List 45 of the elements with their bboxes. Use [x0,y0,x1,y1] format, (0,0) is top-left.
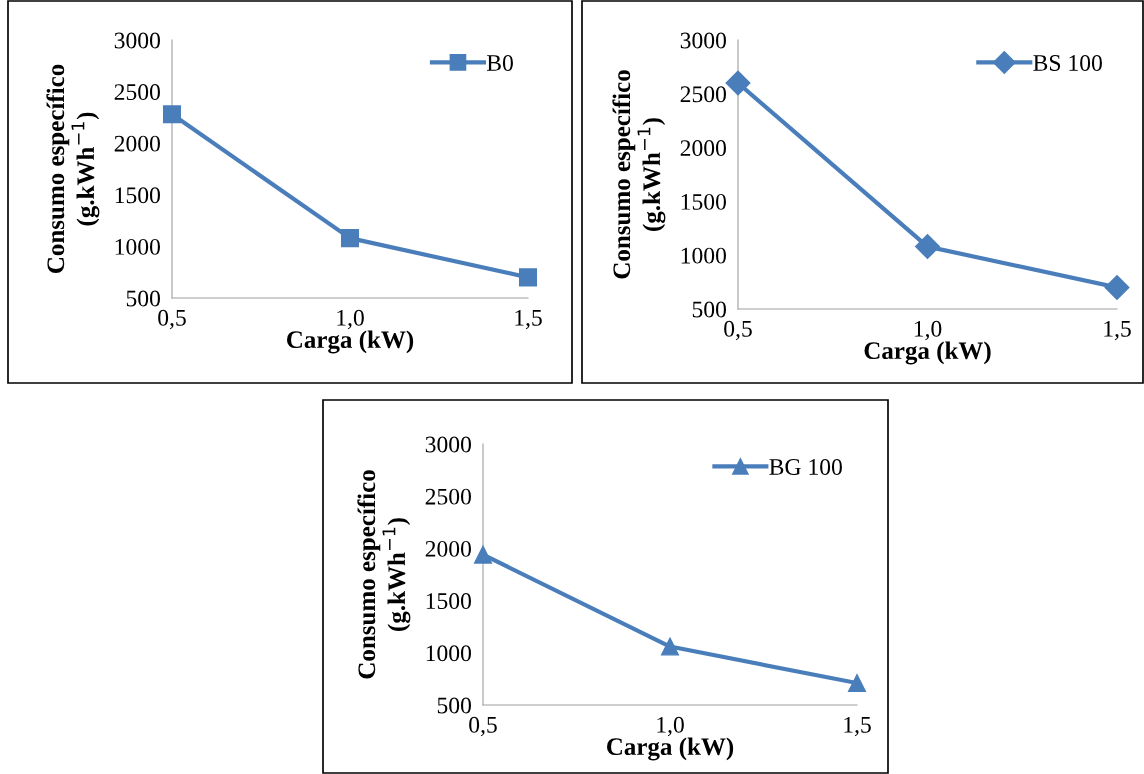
x-tick-label: 0,5 [158,309,186,330]
y-tick-label: 3000 [680,32,726,49]
y-tick-label: 2000 [680,140,726,157]
y-tick-label: 1000 [681,247,726,264]
x-tick-label: 0,5 [469,716,497,737]
y-tick-label: 3000 [425,436,471,453]
x-tick-label: 1,0 [337,309,364,330]
point [660,637,680,656]
point [518,268,538,287]
point [915,234,940,260]
x-axis-title: Carga (kW) [864,341,991,365]
y-axis-title: Consumo específico (g.kWh$^{−1}$) [612,70,666,279]
y-tick-label: 2000 [114,135,160,152]
point [162,105,182,124]
x-tick-label: 1,0 [657,716,684,737]
y-tick-label: 500 [126,290,160,307]
y-axis-title: Consumo específico (g.kWh$^{−1}$) [46,64,100,273]
x-axis-title: Carga (kW) [287,330,414,354]
y-tick-label: 2500 [114,84,160,101]
point [1104,275,1130,300]
y-tick-label: 1500 [681,193,726,210]
y-tick-label: 1500 [115,187,160,204]
y-tick-label: 1500 [426,593,471,610]
y-tick-label: 2000 [425,540,471,557]
legend-label: BS 100 [1033,54,1102,71]
legend-label: BG 100 [769,458,842,475]
point [847,674,867,693]
y-axis-title: Consumo específico (g.kWh$^{−1}$) [357,470,411,679]
point [340,229,360,248]
x-axis-title: Carga (kW) [607,737,734,761]
y-tick-label: 500 [437,697,471,714]
point [473,545,493,564]
y-tick-label: 1000 [115,238,160,255]
y-tick-label: 500 [692,301,726,318]
x-tick-label: 1,5 [1104,320,1131,341]
legend-label: B0 [486,54,513,71]
y-tick-label: 3000 [114,32,160,49]
point [725,70,751,96]
y-tick-label: 2500 [425,488,471,505]
x-tick-label: 1,0 [914,320,942,341]
y-tick-label: 1000 [426,645,471,662]
x-tick-label: 1,5 [515,309,542,330]
y-tick-label: 2500 [680,86,726,103]
x-tick-label: 0,5 [724,320,752,341]
x-tick-label: 1,5 [844,716,871,737]
